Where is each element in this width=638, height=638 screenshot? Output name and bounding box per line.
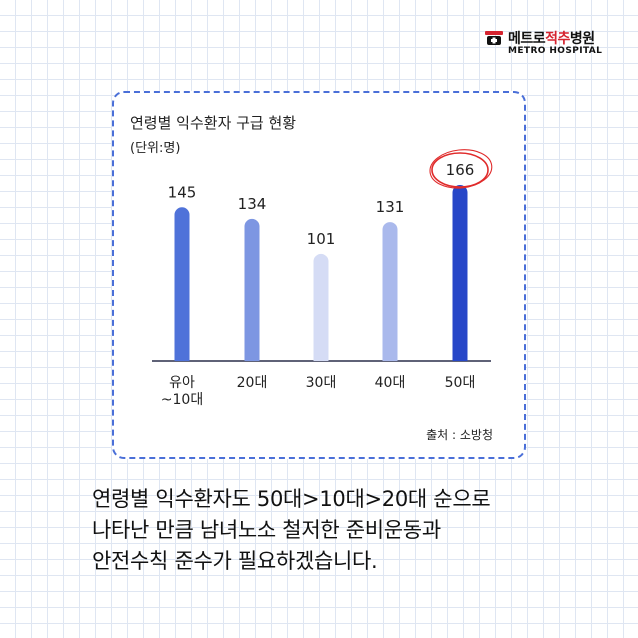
category-label: 유아 [169, 375, 195, 391]
bar-group: 101 30대 [306, 230, 337, 391]
bar-value-label: 145 [168, 183, 197, 201]
bar-group: 131 40대 [375, 198, 406, 391]
bar-value-label: 134 [238, 195, 267, 213]
category-label: 40대 [375, 375, 406, 391]
bar [452, 185, 468, 361]
hospital-logo-icon [485, 31, 503, 45]
caption: 연령별 익수환자도 50대>10대>20대 순으로 나타난 만큼 남녀노소 철저… [92, 484, 612, 577]
bar-group: 134 20대 [237, 195, 268, 391]
caption-line: 안전수칙 준수가 필요하겠습니다. [92, 549, 378, 573]
caption-line: 나타난 만큼 남녀노소 철저한 준비운동과 [92, 518, 441, 542]
chart-source: 출처 : 소방청 [426, 428, 493, 442]
bar [382, 222, 398, 361]
highlight-circle [431, 152, 489, 188]
highlight-circle-stroke [429, 149, 493, 189]
bar [244, 218, 260, 361]
bar-group: 145 유아~10대 [161, 183, 203, 408]
bar-group: 166 50대 [429, 149, 493, 391]
chart-unit: (단위:명) [130, 141, 181, 156]
bar-value-label: 131 [376, 198, 405, 216]
bar-value-label: 101 [307, 230, 336, 248]
caption-line: 연령별 익수환자도 50대>10대>20대 순으로 [92, 487, 491, 511]
category-label: 30대 [306, 375, 337, 391]
category-label: 20대 [237, 375, 268, 391]
category-label: 50대 [445, 375, 476, 391]
bar-value-label: 166 [446, 161, 475, 179]
logo-korean-name: 메트로적추병원 [508, 31, 595, 47]
hospital-logo: 메트로적추병원 METRO HOSPITAL [484, 26, 602, 60]
chart-title: 연령별 익수환자 구급 현황 [130, 114, 297, 132]
bar [313, 253, 329, 361]
logo-english-name: METRO HOSPITAL [508, 46, 603, 56]
bar [174, 207, 190, 361]
category-label: ~10대 [161, 392, 203, 408]
